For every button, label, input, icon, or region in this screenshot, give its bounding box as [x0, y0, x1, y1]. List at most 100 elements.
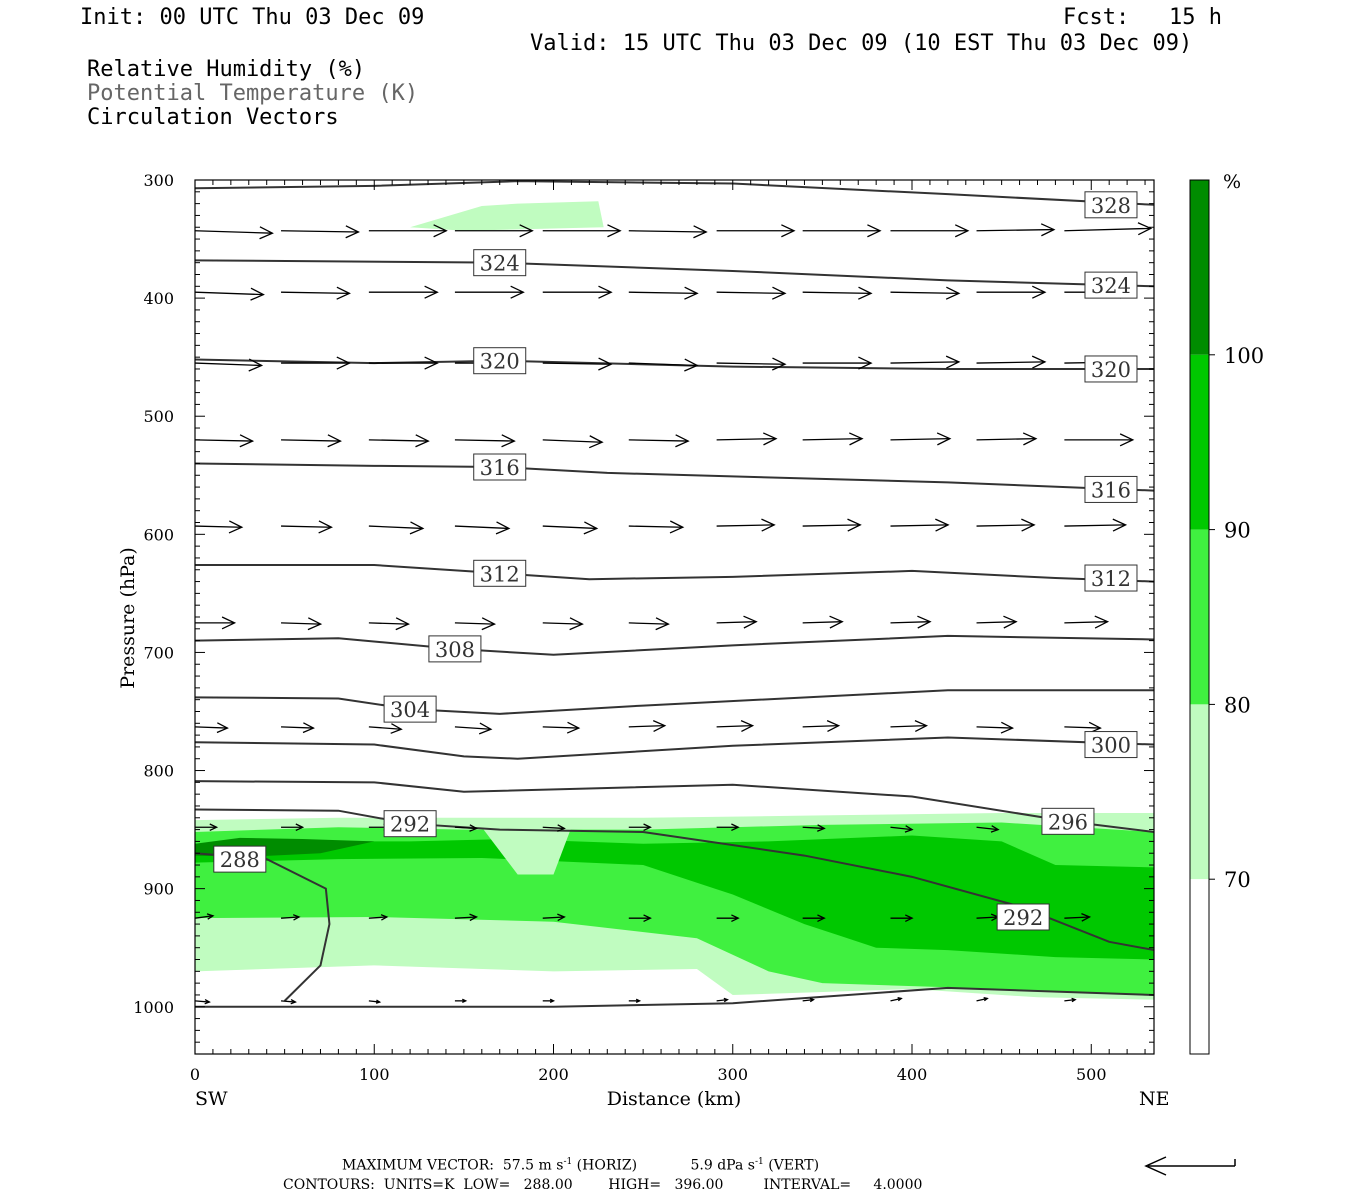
y-tick-label-600: 600 — [143, 525, 174, 544]
theta-label-text: 328 — [1091, 194, 1131, 218]
vector-arrow-0-3 — [454, 224, 534, 238]
theta-label-box — [1084, 475, 1138, 503]
theta-label-312-7: 312 — [473, 559, 527, 587]
theta-label-text: 312 — [480, 562, 520, 586]
theta-label-box — [428, 635, 482, 663]
vector-arrow-5-0 — [195, 616, 237, 630]
theta-label-box — [473, 347, 527, 375]
vector-arrow-3-9 — [976, 432, 1038, 446]
colorbar-label-80: 80 — [1224, 693, 1251, 717]
vector-arrow-4-1 — [281, 520, 333, 534]
contours-info: CONTOURS: UNITS=K LOW= 288.00 HIGH= 396.… — [283, 1177, 923, 1193]
vector-arrow-7-4 — [542, 824, 566, 832]
vector-arrow-5-6 — [716, 615, 758, 629]
theta-label-text: 288 — [220, 848, 260, 872]
vector-arrow-2-2 — [368, 356, 439, 370]
theta-label-box — [1084, 191, 1138, 219]
theta-label-box — [1084, 355, 1138, 383]
vector-arrow-6-9 — [976, 721, 1015, 734]
vector-arrow-0-0 — [194, 226, 274, 240]
rh-region-90-3 — [195, 835, 1154, 960]
vector-arrow-7-8 — [890, 825, 914, 833]
vector-arrow-8-0 — [194, 913, 215, 920]
theta-label-box — [1084, 271, 1138, 299]
vector-arrow-0-10 — [1064, 222, 1153, 236]
vector-arrow-5-2 — [368, 617, 410, 631]
theta-label-320-3: 320 — [473, 347, 527, 375]
theta-label-box — [996, 903, 1050, 931]
x-axis-label: Distance (km) — [607, 1088, 742, 1110]
vector-arrow-1-4 — [542, 285, 613, 299]
theta-label-296-12: 296 — [1041, 807, 1095, 835]
x-tick-label-300: 300 — [717, 1065, 748, 1084]
theta-label-box — [473, 249, 527, 277]
y-tick-label-400: 400 — [143, 289, 174, 308]
theta-label-text: 296 — [1048, 810, 1088, 834]
vector-arrow-1-5 — [628, 286, 699, 300]
horiz-tag: (HORIZ) — [576, 1157, 638, 1174]
vector-arrow-0-4 — [542, 224, 622, 238]
vector-arrow-9-9 — [976, 996, 989, 1002]
vector-arrow-0-8 — [890, 224, 970, 238]
theta-label-304-10: 304 — [383, 695, 437, 723]
vector-arrow-4-10 — [1064, 518, 1128, 532]
vector-arrow-5-4 — [542, 617, 584, 631]
vector-arrow-5-3 — [454, 617, 497, 631]
vector-arrow-0-5 — [628, 225, 708, 239]
theta-contour-316-5 — [195, 462, 1154, 492]
horiz-exponent: -1 — [563, 1157, 573, 1167]
theta-label-text: 316 — [480, 456, 520, 480]
vector-arrow-3-8 — [890, 432, 952, 446]
theta-label-316-6: 316 — [1084, 475, 1138, 503]
vector-arrow-4-2 — [368, 521, 425, 535]
theta-contour-292-13 — [195, 808, 1154, 952]
vector-arrow-1-3 — [454, 285, 525, 299]
colorbar-label-70: 70 — [1224, 868, 1251, 892]
vector-arrow-8-7 — [802, 914, 826, 922]
vector-arrow-7-9 — [976, 825, 1000, 833]
vector-arrow-5-10 — [1064, 615, 1110, 629]
vector-arrow-7-3 — [454, 824, 479, 832]
vector-arrow-2-1 — [281, 356, 351, 370]
x-right-label: NE — [1139, 1088, 1170, 1110]
vector-arrow-4-0 — [194, 520, 244, 534]
horiz-unit: m s — [538, 1157, 564, 1174]
theta-label-text: 300 — [1091, 734, 1131, 758]
vert-unit: dPa s — [717, 1157, 755, 1174]
vector-arrow-4-3 — [454, 521, 511, 535]
theta-label-text: 308 — [435, 638, 475, 662]
vector-arrow-4-5 — [628, 520, 685, 534]
vector-arrow-8-3 — [454, 913, 479, 922]
colorbar-segment-2 — [1190, 529, 1209, 705]
theta-label-text: 292 — [390, 813, 430, 837]
vert-tag: (VERT) — [768, 1157, 820, 1174]
theta-label-box — [473, 453, 527, 481]
horiz-value: 57.5 — [502, 1157, 535, 1174]
theta-label-324-2: 324 — [1084, 271, 1138, 299]
colorbar-segment-0 — [1190, 180, 1209, 355]
colorbar-frame — [1189, 179, 1210, 1055]
max-vector-line: MAXIMUM VECTOR: 57.5 m s-1 (HORIZ) 5.9 d… — [342, 1157, 819, 1174]
colorbar-segment-4 — [1190, 879, 1209, 1054]
vector-arrow-6-0 — [194, 722, 229, 734]
vector-arrow-9-10 — [1064, 997, 1077, 1003]
colorbar-segment-1 — [1190, 354, 1209, 530]
theta-label-292-14: 292 — [996, 903, 1050, 931]
vector-arrow-3-3 — [454, 434, 516, 448]
vector-arrow-3-10 — [1064, 433, 1135, 447]
theta-label-text: 320 — [1091, 358, 1131, 382]
colorbar-segment-3 — [1190, 704, 1209, 880]
theta-contour-324-1 — [195, 259, 1154, 288]
legend-arrow-icon — [1144, 1156, 1236, 1176]
theta-contour-304-10 — [195, 689, 1154, 715]
vector-arrow-4-9 — [976, 518, 1036, 532]
theta-label-300-11: 300 — [1084, 731, 1138, 759]
field-vectors: Circulation Vectors — [87, 105, 339, 130]
valid-time: Valid: 15 UTC Thu 03 Dec 09 (10 EST Thu … — [530, 31, 1193, 56]
vector-arrow-6-7 — [802, 720, 841, 732]
theta-label-box — [383, 695, 437, 723]
vector-arrow-7-5 — [628, 823, 652, 832]
x-left-label: SW — [195, 1088, 228, 1110]
vector-arrow-0-6 — [716, 224, 796, 238]
vector-arrow-2-8 — [890, 355, 961, 369]
